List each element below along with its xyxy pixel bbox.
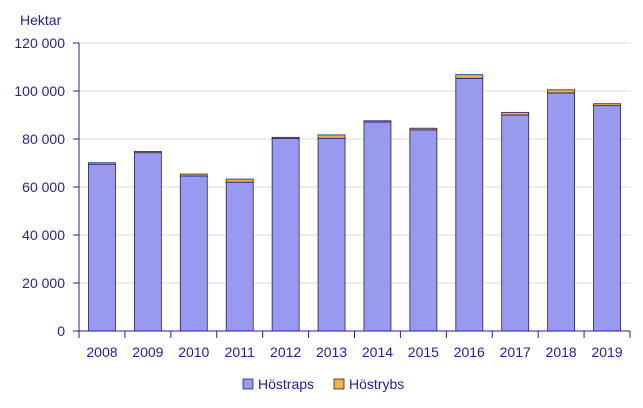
y-tick-label-40000: 40 000 xyxy=(22,227,65,243)
bar-2019-hostraps xyxy=(593,105,621,332)
bar-2014-hostraps xyxy=(363,121,392,332)
y-tick-labels: 0 20 000 40 000 60 000 80 000 100 000 120 000 xyxy=(14,35,79,339)
legend-swatch-hostrybs xyxy=(333,378,345,390)
bar-2014-hostrybs xyxy=(363,120,392,123)
bar-2017-hostrybs xyxy=(501,111,530,116)
legend: Höstraps Höstrybs xyxy=(242,376,404,392)
y-tick-label-20000: 20 000 xyxy=(22,275,65,291)
x-tick-label-2015: 2015 xyxy=(408,344,439,360)
gridlines xyxy=(79,42,630,284)
bar-2018-hostraps xyxy=(547,92,576,332)
bar-2009-hostraps xyxy=(133,152,162,332)
legend-swatch-hostraps xyxy=(242,378,254,390)
x-tick-label-2008: 2008 xyxy=(86,344,117,360)
bar-2008-hostraps xyxy=(88,163,116,332)
x-tick-label-2014: 2014 xyxy=(362,344,393,360)
bar-2010-hostraps xyxy=(179,175,208,332)
bar-2013-hostraps xyxy=(317,137,346,332)
bar-2013-hostrybs xyxy=(317,134,346,139)
x-tick-label-2009: 2009 xyxy=(132,344,163,360)
bar-2008-hostrybs xyxy=(88,162,116,165)
bar-2011-hostraps xyxy=(225,181,254,332)
bar-2016-hostrybs xyxy=(455,74,484,79)
x-tick-label-2010: 2010 xyxy=(178,344,209,360)
bar-2009-hostrybs xyxy=(133,151,162,154)
x-tick-label-2018: 2018 xyxy=(546,344,577,360)
legend-label-hostrybs: Höstrybs xyxy=(349,376,404,392)
bar-2012-hostrybs xyxy=(271,136,300,139)
bar-2019-hostrybs xyxy=(593,103,621,107)
x-tick-labels: 2008 2009 2010 2011 2012 2013 2014 2015 2016 2017… xyxy=(86,344,622,360)
y-tick-label-100000: 100 000 xyxy=(14,83,65,99)
bar-2015-hostraps xyxy=(409,129,438,332)
x-tick-label-2013: 2013 xyxy=(316,344,347,360)
bar-2010-hostrybs xyxy=(179,173,208,177)
y-tick-label-120000: 120 000 xyxy=(14,35,65,51)
bar-2012-hostraps xyxy=(271,138,300,332)
bar-2015-hostrybs xyxy=(409,127,438,131)
bar-2016-hostraps xyxy=(455,77,484,332)
x-tick-label-2011: 2011 xyxy=(225,344,255,360)
x-tick-label-2019: 2019 xyxy=(591,344,622,360)
bar-2018-hostrybs xyxy=(547,89,576,94)
bars xyxy=(88,74,621,332)
y-tick-label-60000: 60 000 xyxy=(22,179,65,195)
x-tick-label-2016: 2016 xyxy=(454,344,485,360)
bar-2017-hostraps xyxy=(501,114,530,332)
bar-2011-hostrybs xyxy=(225,178,254,183)
y-tick-label-80000: 80 000 xyxy=(22,131,65,147)
legend-label-hostraps: Höstraps xyxy=(258,376,314,392)
x-tick-label-2012: 2012 xyxy=(270,344,301,360)
x-tick-label-2017: 2017 xyxy=(500,344,531,360)
y-axis-title: Hektar xyxy=(20,12,62,28)
y-tick-label-0: 0 xyxy=(57,323,65,339)
